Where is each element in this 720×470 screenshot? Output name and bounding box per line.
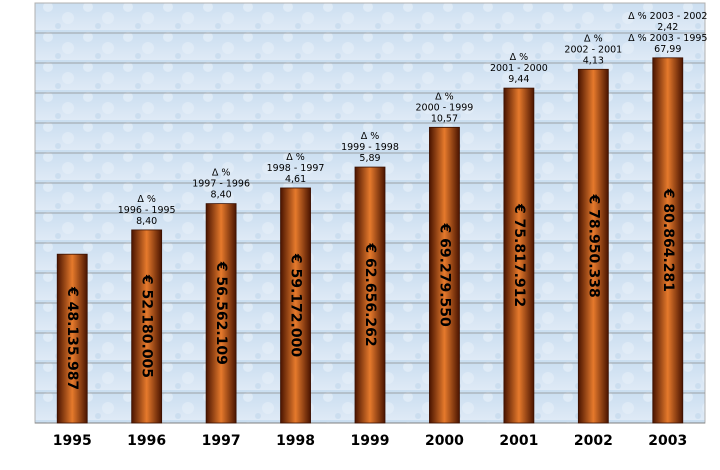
delta-annotation: 2,42 (657, 22, 678, 33)
bar-value-label: € 48.135.987 (64, 286, 80, 390)
bar-value-label: € 78.950.338 (585, 194, 601, 298)
delta-annotation: Δ % (510, 52, 529, 63)
bar-1997 (205, 203, 237, 424)
bar-2000 (429, 126, 460, 424)
delta-annotation: 5,89 (359, 153, 380, 164)
x-tick-label: 2002 (574, 433, 613, 449)
delta-annotation: 2000 - 1999 (416, 102, 474, 113)
bar-1995 (56, 253, 88, 424)
bar-2001 (503, 87, 535, 424)
delta-annotation: 10,57 (431, 113, 458, 124)
bar-1999 (354, 166, 386, 424)
x-tick-label: 2003 (648, 433, 687, 449)
bar-1998 (280, 187, 311, 424)
bar-value-label: € 69.279.550 (436, 223, 452, 327)
delta-annotation: Δ % (212, 168, 231, 179)
x-tick-label: 1997 (202, 433, 241, 449)
delta-annotation: Δ % 2003 - 2002 (628, 11, 707, 22)
delta-annotation: 4,13 (583, 55, 604, 66)
delta-annotation: 1999 - 1998 (341, 142, 399, 153)
delta-annotation: Δ % (584, 33, 603, 44)
delta-annotation: 1996 - 1995 (118, 205, 176, 216)
delta-annotation: 2001 - 2000 (490, 63, 548, 74)
bar-value-label: € 80.864.281 (660, 188, 676, 292)
delta-annotation: 2002 - 2001 (564, 44, 622, 55)
bars: € 48.135.987 € 52.180.005 € 56.562.109 € 59… (56, 57, 684, 424)
delta-annotation: 4,61 (285, 174, 306, 185)
delta-annotation: 8,40 (136, 216, 157, 227)
x-tick-label: 1998 (276, 433, 315, 449)
delta-annotation: Δ % 2003 - 1995 (628, 33, 707, 44)
bar-2003 (652, 57, 684, 424)
category-labels: 1995 1996 1997 1998 1999 2000 2001 2002 2003 (53, 433, 688, 449)
delta-annotation: Δ % (361, 131, 380, 142)
delta-annotation: Δ % (137, 194, 156, 205)
delta-annotation: 8,40 (211, 190, 232, 201)
delta-annotation: Δ % (286, 152, 305, 163)
bar-value-label: € 59.172.000 (288, 253, 304, 357)
x-tick-label: 2001 (499, 433, 538, 449)
x-tick-label: 1996 (127, 433, 166, 449)
bar-value-label: € 52.180.005 (139, 274, 155, 378)
bar-value-label: € 75.817.912 (511, 203, 527, 307)
bar-2002 (577, 68, 609, 424)
x-tick-label: 1995 (53, 433, 92, 449)
bar-1996 (131, 229, 163, 424)
delta-annotation: 1997 - 1996 (192, 179, 250, 190)
bar-value-label: € 62.656.262 (362, 242, 378, 346)
x-tick-label: 1999 (351, 433, 390, 449)
delta-annotation: 1998 - 1997 (267, 163, 325, 174)
delta-annotation: 67,99 (654, 44, 681, 55)
delta-annotation: Δ % (435, 91, 454, 102)
delta-annotation: 9,44 (508, 74, 529, 85)
bar-value-label: € 56.562.109 (213, 261, 229, 365)
x-tick-label: 2000 (425, 433, 464, 449)
